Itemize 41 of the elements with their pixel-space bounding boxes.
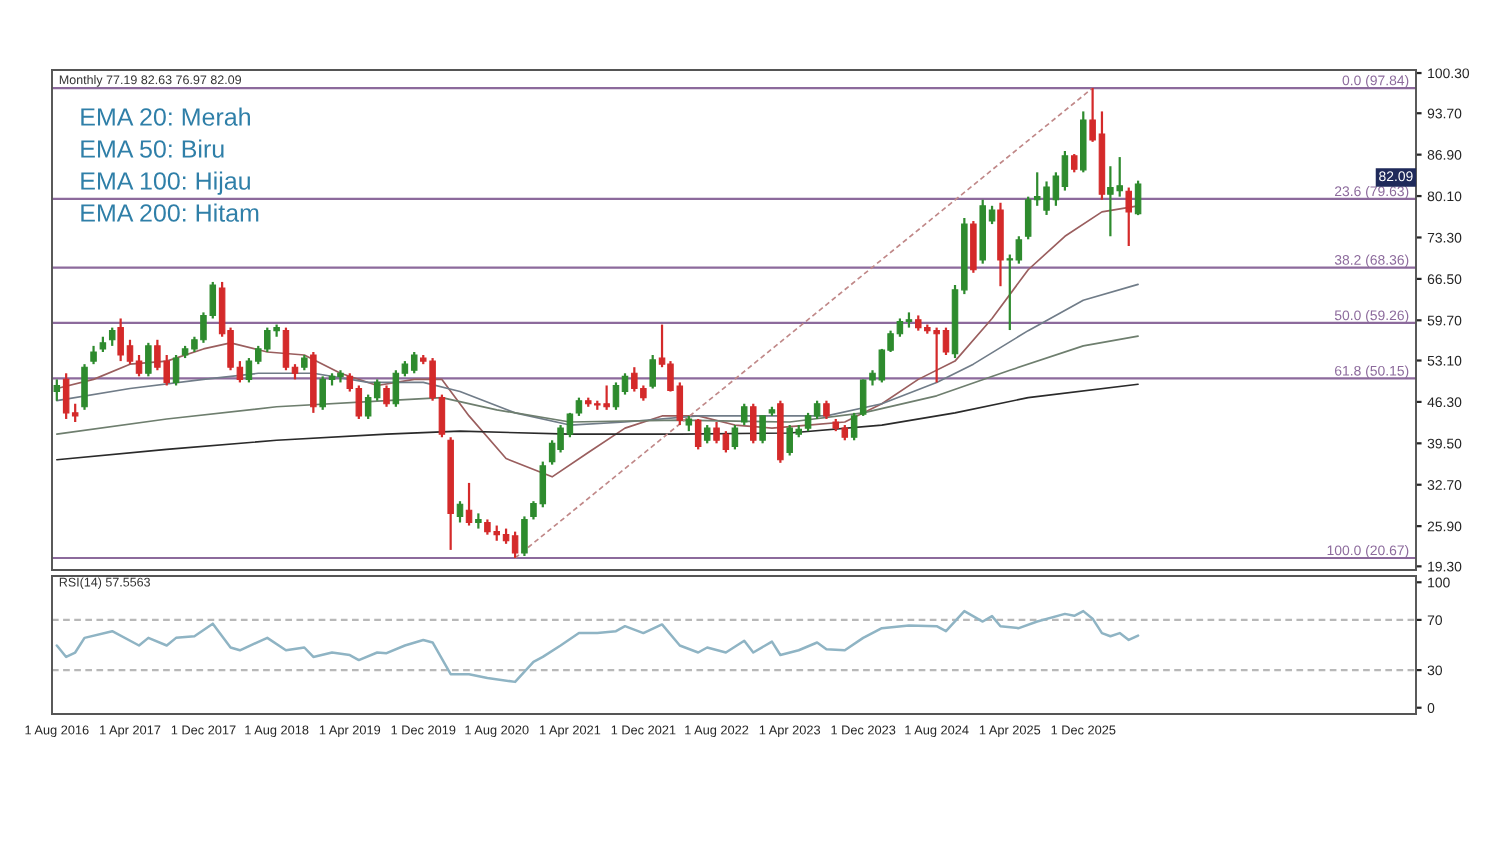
candlestick	[81, 363, 88, 411]
candlestick	[850, 411, 858, 442]
candlestick	[456, 500, 464, 524]
candlestick	[90, 344, 97, 366]
candlestick	[410, 350, 418, 375]
line-series	[55, 283, 1139, 426]
candlestick	[521, 515, 528, 558]
candlestick	[511, 530, 519, 560]
candlestick	[612, 381, 620, 411]
annotation: EMA 100: Hijau	[81, 171, 250, 195]
candlestick	[731, 423, 739, 451]
candlestick	[759, 414, 766, 445]
candlestick	[135, 353, 143, 378]
candlestick	[172, 353, 180, 387]
candlestick	[383, 384, 390, 408]
annotation: EMA 200: Hitam	[81, 203, 259, 222]
candlestick	[823, 399, 830, 421]
candlestick	[145, 341, 152, 378]
candlestick	[1061, 149, 1069, 192]
candlestick	[392, 369, 400, 408]
candlestick	[282, 326, 290, 372]
line-series	[55, 383, 1139, 461]
candlestick	[649, 353, 656, 390]
line-series	[55, 335, 1139, 436]
annotation: EMA 20: Merah	[81, 107, 250, 126]
candlestick	[694, 417, 702, 451]
candlestick	[813, 399, 821, 421]
line-series	[55, 204, 1139, 478]
candlestick	[1134, 179, 1142, 217]
candlestick	[740, 402, 748, 427]
candlestick	[970, 219, 977, 274]
annotation: EMA 50: Biru	[81, 139, 224, 158]
candlestick	[53, 378, 61, 402]
candlestick	[750, 402, 757, 445]
line-series	[55, 609, 1140, 684]
candlestick	[703, 423, 711, 445]
candlestick	[804, 411, 812, 433]
candlestick	[465, 481, 473, 527]
candlestick	[1070, 152, 1078, 174]
candlestick	[1125, 186, 1133, 248]
candlestick	[108, 326, 116, 347]
